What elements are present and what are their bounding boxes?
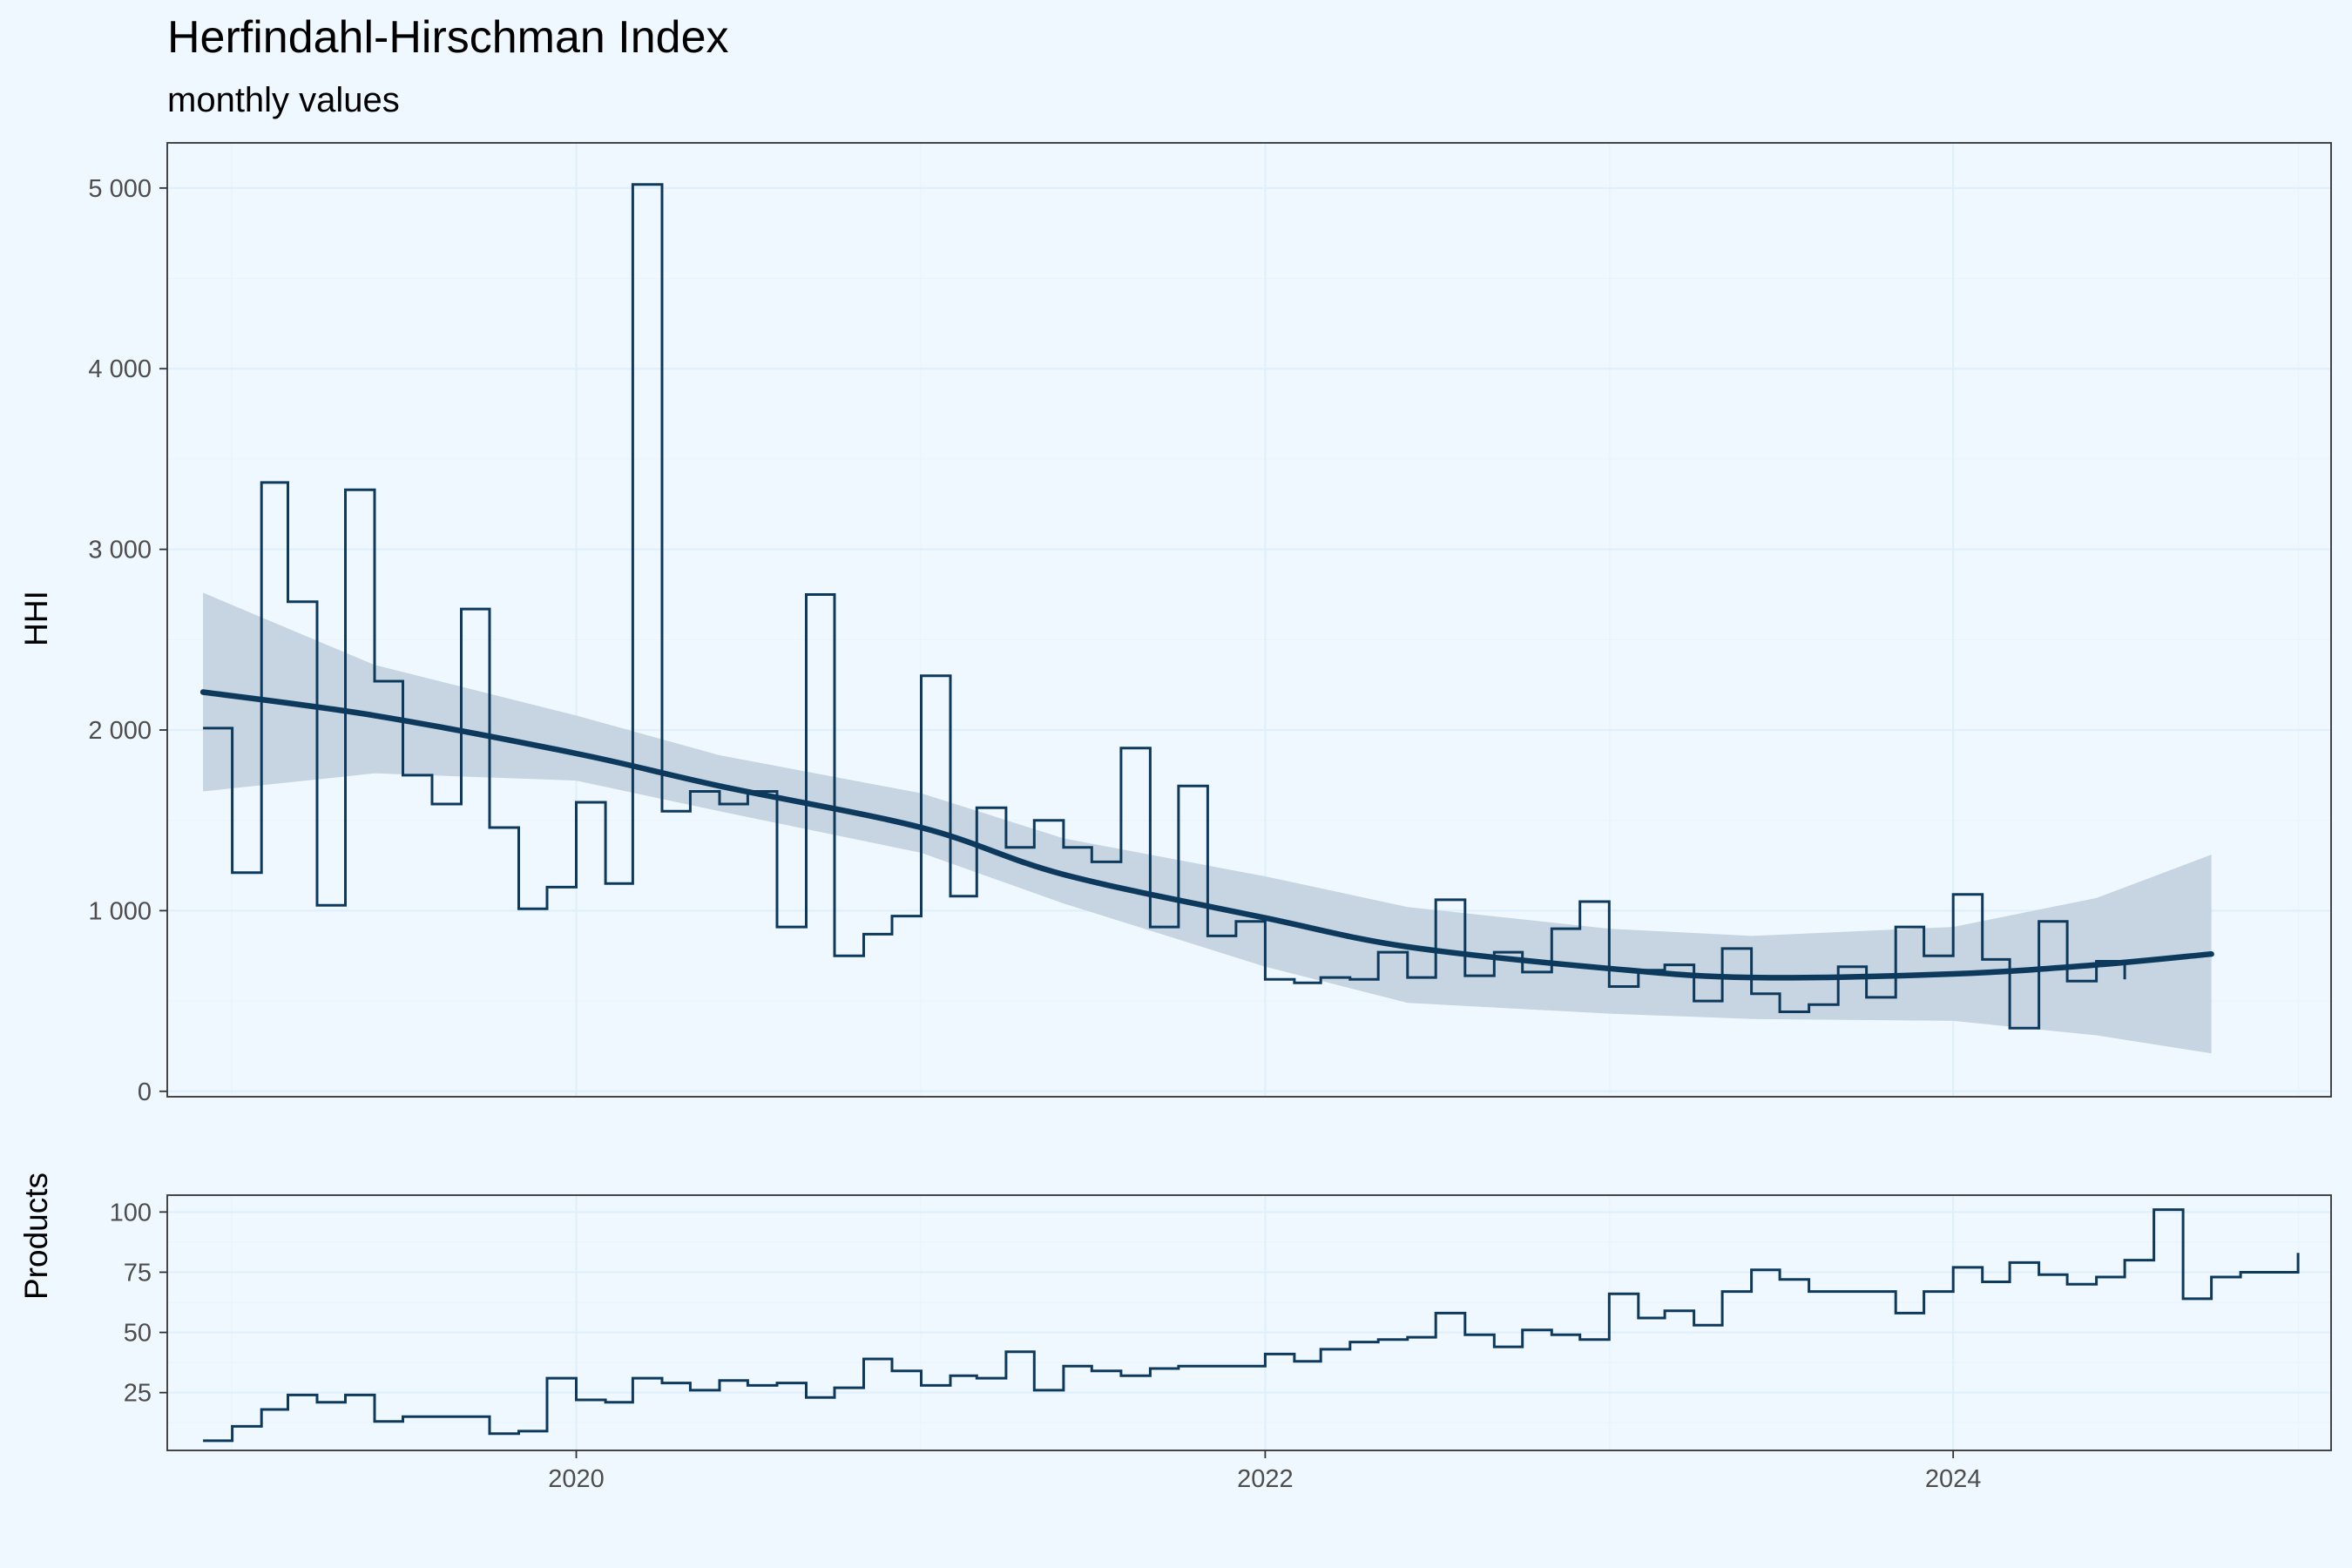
products-y-tick-label: 75: [124, 1259, 152, 1287]
products-y-axis-title: Products: [18, 1173, 54, 1300]
products-y-tick-label: 50: [124, 1320, 152, 1348]
products-panel-background: [167, 1195, 2331, 1450]
hhi-smoothed-trend-line: [199, 689, 2214, 981]
hhi-y-tick-label: 1 000: [88, 897, 152, 925]
products-y-tick-label: 100: [110, 1199, 152, 1227]
hhi-confidence-band: [203, 592, 2212, 1054]
hhi-panel-border: [166, 142, 2332, 1098]
hhi-y-tick-label: 3 000: [88, 537, 152, 564]
products-x-tick-label: 2022: [1237, 1465, 1294, 1493]
products-y-tick-label: 25: [124, 1380, 152, 1408]
hhi-y-tick-label: 0: [138, 1078, 152, 1106]
products-panel-border: [166, 1194, 2332, 1451]
hhi-panel: 0 1 000 2 000 3 000 4 000 5 000: [88, 142, 2332, 1106]
products-monthly-step-line: [203, 1208, 2300, 1443]
chart-subtitle: monthly values: [167, 81, 400, 119]
hhi-y-tick-label: 5 000: [88, 175, 152, 203]
products-x-tick-label: 2024: [1925, 1465, 1982, 1493]
hhi-y-tick-label: 4 000: [88, 355, 152, 383]
hhi-monthly-step-line: [203, 183, 2126, 1030]
products-x-tick-label: 2020: [548, 1465, 605, 1493]
products-panel: 25 50 75 100 2020 2022 2024: [110, 1194, 2332, 1493]
hhi-y-tick-label: 2 000: [88, 717, 152, 745]
chart-title: Herfindahl-Hirschman Index: [167, 12, 729, 63]
hhi-y-axis-title: HHI: [18, 591, 54, 646]
